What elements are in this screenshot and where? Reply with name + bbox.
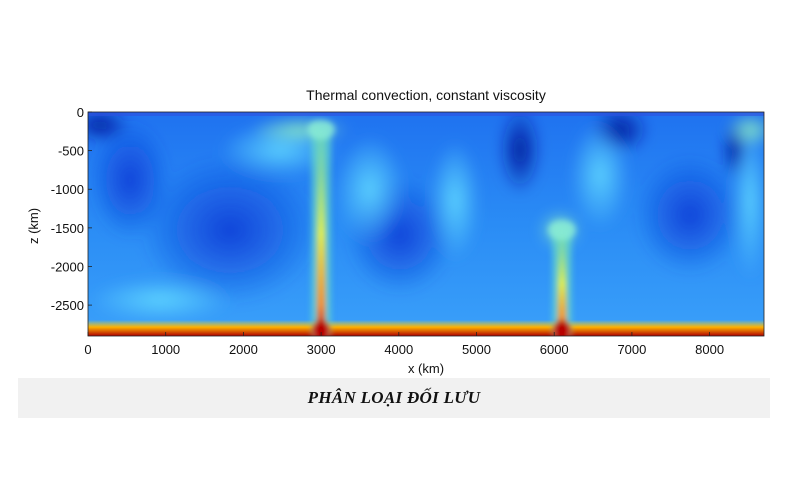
x-axis-label: x (km) (408, 361, 444, 376)
y-axis: 0 -500 -1000 -1500 -2000 -2500 (51, 105, 92, 313)
y-tick-label: -1000 (51, 182, 84, 197)
x-axis: 0 1000 2000 3000 4000 5000 6000 7000 8000 (84, 332, 724, 357)
x-tick-label: 4000 (384, 342, 413, 357)
x-tick-label: 6000 (540, 342, 569, 357)
convection-figure: Thermal convection, constant viscosity (26, 87, 765, 376)
plume-core (317, 131, 326, 336)
temperature-field (88, 112, 764, 336)
x-tick-label: 3000 (307, 342, 336, 357)
x-tick-label: 2000 (229, 342, 258, 357)
y-axis-label: z (km) (26, 208, 41, 244)
x-tick-label: 5000 (462, 342, 491, 357)
y-tick-label: -500 (58, 144, 84, 159)
caption-text: PHÂN LOẠI ĐỐI LƯU (307, 388, 481, 407)
x-tick-label: 8000 (695, 342, 724, 357)
y-tick-label: -2000 (51, 259, 84, 274)
plume-head (307, 119, 336, 140)
plot-frame (87, 111, 765, 337)
plume-root (312, 320, 331, 336)
x-tick-label: 7000 (617, 342, 646, 357)
x-tick-label: 0 (84, 342, 91, 357)
y-tick-label: 0 (77, 105, 84, 120)
plume-head (547, 220, 576, 240)
caption-band: PHÂN LOẠI ĐỐI LƯU (18, 378, 770, 418)
y-tick-label: -1500 (51, 221, 84, 236)
plume-core (557, 232, 566, 336)
chart-title: Thermal convection, constant viscosity (306, 87, 546, 103)
x-tick-label: 1000 (151, 342, 180, 357)
y-tick-label: -2500 (51, 298, 84, 313)
plume-root (552, 320, 571, 336)
